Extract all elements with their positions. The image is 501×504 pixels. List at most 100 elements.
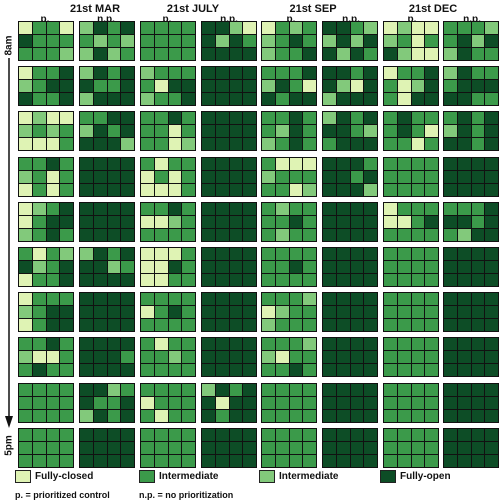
cell-fully-open — [444, 93, 457, 106]
cell-fully-closed — [384, 22, 397, 34]
cell-fully-open — [323, 306, 336, 319]
cell-fully-open — [471, 293, 485, 306]
cell-fully-open — [471, 80, 485, 93]
cell-fully-closed — [154, 409, 168, 422]
cell-fully-open — [46, 228, 60, 241]
cell-fully-open — [323, 170, 336, 183]
cell-fully-open — [323, 248, 336, 260]
cell-fully-open — [397, 125, 411, 138]
cell-fully-open — [60, 215, 73, 228]
cell-fully-open — [229, 48, 243, 60]
cell-fully-open — [215, 202, 229, 215]
cell-fully-open — [46, 80, 60, 93]
cell-intermediate-mid — [243, 35, 256, 47]
cell-intermediate-light — [80, 67, 93, 80]
cell-fully-open — [350, 428, 364, 441]
cell-fully-closed — [141, 248, 154, 260]
cell-intermediate-mid — [425, 364, 438, 377]
cell-intermediate-mid — [46, 248, 60, 260]
cell-intermediate-light — [444, 67, 457, 80]
cell-fully-closed — [19, 274, 32, 286]
cell-fully-open — [471, 306, 485, 319]
cell-intermediate-mid — [303, 170, 316, 183]
cell-fully-open — [457, 454, 471, 467]
cell-fully-open — [80, 202, 93, 215]
cell-intermediate-mid — [397, 409, 411, 422]
cell-fully-open — [80, 351, 93, 364]
cell-fully-open — [323, 338, 336, 351]
cell-intermediate-light — [262, 138, 275, 151]
cell-fully-open — [350, 454, 364, 467]
cell-intermediate-mid — [471, 202, 485, 215]
cell-intermediate-mid — [168, 93, 182, 106]
cell-intermediate-mid — [397, 293, 411, 306]
cell-intermediate-mid — [141, 383, 154, 396]
cell-intermediate-mid — [350, 170, 364, 183]
cell-fully-open — [202, 183, 215, 196]
cell-intermediate-mid — [168, 48, 182, 60]
cell-fully-open — [323, 261, 336, 273]
cell-fully-open — [336, 351, 350, 364]
cell-intermediate-mid — [384, 112, 397, 125]
cell-fully-open — [336, 306, 350, 319]
cell-intermediate-mid — [60, 183, 73, 196]
cell-intermediate-light — [303, 183, 316, 196]
cell-intermediate-mid — [93, 112, 107, 125]
cell-fully-open — [121, 428, 134, 441]
cell-fully-open — [364, 338, 377, 351]
cell-intermediate-light — [80, 93, 93, 106]
panel-dec-p-row-2 — [383, 66, 439, 107]
cell-intermediate-light — [262, 35, 275, 47]
cell-fully-open — [215, 215, 229, 228]
cell-intermediate-mid — [485, 67, 498, 80]
cell-intermediate-mid — [289, 428, 303, 441]
cell-intermediate-mid — [397, 428, 411, 441]
cell-fully-closed — [303, 80, 316, 93]
cell-fully-open — [471, 441, 485, 454]
cell-fully-open — [336, 157, 350, 170]
cell-fully-open — [93, 383, 107, 396]
cell-intermediate-mid — [154, 93, 168, 106]
cell-intermediate-mid — [411, 338, 425, 351]
cell-fully-open — [93, 428, 107, 441]
cell-fully-closed — [141, 274, 154, 286]
cell-fully-open — [444, 293, 457, 306]
cell-intermediate-light — [80, 248, 93, 260]
panel-sep-p-row-6 — [261, 247, 317, 287]
cell-intermediate-mid — [182, 428, 195, 441]
cell-fully-open — [471, 183, 485, 196]
cell-fully-open — [93, 93, 107, 106]
cell-fully-open — [202, 67, 215, 80]
cell-fully-open — [80, 261, 93, 273]
cell-fully-open — [93, 183, 107, 196]
cell-fully-open — [93, 293, 107, 306]
subheader-np-sep: n.p. — [342, 14, 360, 25]
cell-fully-open — [202, 202, 215, 215]
cell-intermediate-mid — [411, 261, 425, 273]
cell-fully-open — [202, 80, 215, 93]
cell-fully-open — [471, 228, 485, 241]
cell-intermediate-mid — [141, 22, 154, 34]
cell-intermediate-mid — [46, 428, 60, 441]
cell-fully-open — [229, 293, 243, 306]
cell-fully-closed — [154, 157, 168, 170]
cell-fully-open — [215, 306, 229, 319]
cell-intermediate-mid — [303, 248, 316, 260]
cell-intermediate-mid — [471, 125, 485, 138]
cell-fully-open — [215, 428, 229, 441]
cell-fully-open — [485, 383, 498, 396]
cell-intermediate-mid — [168, 319, 182, 332]
cell-fully-open — [107, 306, 121, 319]
panel-sep-p-row-2 — [261, 66, 317, 107]
cell-fully-open — [323, 183, 336, 196]
cell-fully-open — [60, 80, 73, 93]
cell-fully-open — [202, 319, 215, 332]
cell-intermediate-mid — [60, 441, 73, 454]
cell-intermediate-mid — [141, 454, 154, 467]
cell-fully-open — [289, 364, 303, 377]
panel-july-p-row-6 — [140, 247, 196, 287]
panel-dec-np-row-10 — [443, 427, 499, 468]
cell-intermediate-mid — [154, 138, 168, 151]
cell-fully-open — [243, 409, 256, 422]
cell-fully-open — [323, 274, 336, 286]
